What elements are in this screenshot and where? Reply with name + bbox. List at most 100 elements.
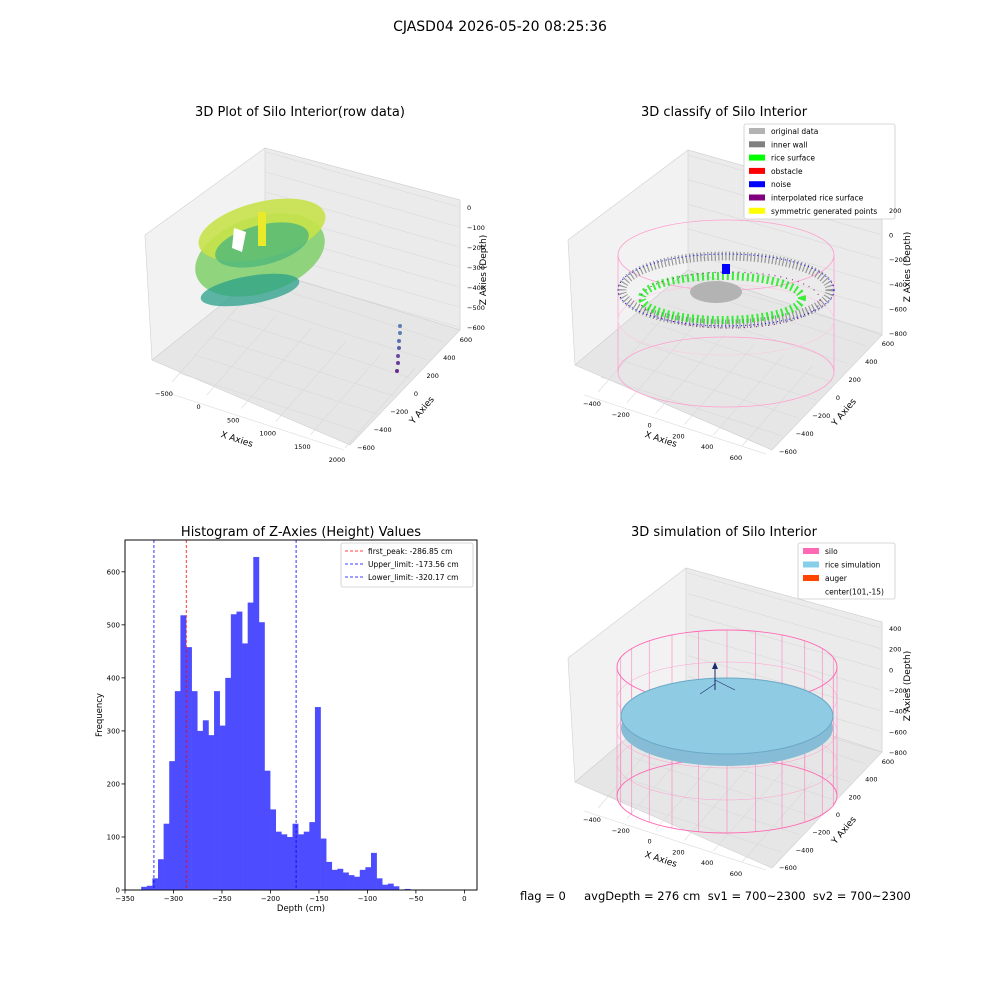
histogram-x-tick-label: −200 bbox=[261, 895, 280, 903]
classify-3d-y-ticks: 600 400 200 0 −200 −400 −600 bbox=[779, 340, 894, 456]
simulation-3d-rice-surface bbox=[621, 678, 833, 754]
classify-3d-legend-label: noise bbox=[771, 180, 791, 189]
classify-3d-y-gridline bbox=[583, 394, 767, 455]
histogram-bar bbox=[370, 852, 377, 890]
histogram-y-tick-label: 400 bbox=[107, 674, 120, 682]
raw-3d-z-tick-label: −600 bbox=[467, 324, 485, 332]
histogram-x-tick-label: −150 bbox=[309, 895, 328, 903]
simulation-3d-z-tick-label: −200 bbox=[889, 687, 907, 695]
raw-3d-y-gridline bbox=[245, 300, 428, 361]
simulation-3d-x-tick-label: 400 bbox=[701, 859, 713, 867]
classify-3d-y-tick-label: 0 bbox=[836, 394, 840, 402]
raw-3d-y-tick-label: 200 bbox=[426, 372, 438, 380]
simulation-3d-z-gridline bbox=[687, 593, 882, 649]
classify-3d-legend-frame bbox=[743, 123, 896, 220]
histogram-frame bbox=[124, 539, 478, 891]
simulation-3d-legend-label: auger bbox=[825, 574, 848, 583]
raw-3d-z-gridline bbox=[265, 171, 460, 228]
histogram-bar bbox=[376, 878, 383, 890]
raw-3d-y-tick-label: −200 bbox=[390, 408, 408, 416]
classify-3d-legend-swatch bbox=[749, 194, 765, 201]
simulation-3d-x-gridline bbox=[741, 781, 813, 863]
classify-3d-z-tick-label: −400 bbox=[889, 281, 907, 289]
simulation-3d-auger-tip bbox=[712, 662, 718, 669]
classify-3d-legend-swatch bbox=[749, 141, 765, 148]
classify-3d-x-tick-label: 0 bbox=[648, 422, 652, 430]
simulation-3d-y-tick-label: 0 bbox=[836, 811, 840, 819]
classify-3d-legend: original data inner wall rice surface obsta… bbox=[743, 123, 896, 220]
histogram-bar bbox=[354, 876, 361, 890]
raw-3d-z-tick-label: −300 bbox=[467, 264, 485, 272]
histogram-bar bbox=[359, 869, 366, 890]
histogram-x-tick-label: −350 bbox=[115, 895, 134, 903]
raw-3d-x-tick-label: 0 bbox=[197, 403, 201, 411]
classify-3d-original-data bbox=[690, 281, 742, 303]
simulation-3d-rice bbox=[620, 677, 834, 766]
raw-3d-rice-cloud bbox=[195, 198, 326, 307]
histogram-bar bbox=[191, 691, 198, 890]
simulation-3d-zlabel: Z Axies (Depth) bbox=[903, 651, 913, 722]
histogram-y-tick-label: 600 bbox=[107, 568, 120, 576]
figure-suptitle: CJASD04 2026-05-20 08:25:36 bbox=[393, 19, 607, 35]
histogram-bar bbox=[202, 720, 209, 890]
histogram-legend-label: Upper_limit: -173.56 cm bbox=[368, 560, 459, 569]
classify-3d-y-gridline bbox=[600, 376, 783, 437]
histogram-y-tick-label: 500 bbox=[107, 621, 120, 629]
histogram-x-tick-label: −50 bbox=[409, 895, 424, 903]
classify-3d-points bbox=[617, 251, 835, 329]
simulation-3d-panel: 3D simulation of Silo Interior silo rice … bbox=[567, 525, 913, 878]
simulation-3d-z-gridline bbox=[687, 634, 882, 691]
classify-3d-z-tick-label: 200 bbox=[889, 207, 901, 215]
raw-3d-outlier-point bbox=[398, 324, 402, 328]
classify-3d-x-tick-label: 400 bbox=[701, 443, 713, 451]
classify-3d-y-tick-label: 600 bbox=[882, 340, 894, 348]
classify-3d-y-tick-label: −600 bbox=[779, 448, 797, 456]
histogram-legend-label: Lower_limit: -320.17 cm bbox=[368, 573, 458, 582]
histogram-bar bbox=[275, 831, 282, 890]
classify-3d-z-ticks: 200 0 −200 −400 −600 −800 bbox=[889, 207, 907, 338]
raw-3d-zlabel: Z Axies (Depth) bbox=[479, 235, 489, 306]
histogram-bar bbox=[314, 707, 321, 890]
status-footer: flag = 0 avgDepth = 276 cm sv1 = 700~230… bbox=[520, 889, 911, 903]
classify-3d-x-gridline bbox=[712, 355, 784, 436]
histogram-bar bbox=[292, 823, 299, 890]
classify-3d-x-gridline bbox=[741, 365, 813, 447]
classify-3d-x-tick-label: −400 bbox=[583, 400, 601, 408]
raw-3d-panes bbox=[144, 147, 461, 446]
histogram-ylabel: Frequency bbox=[95, 693, 105, 737]
classify-3d-legend-label: obstacle bbox=[771, 167, 803, 176]
histogram-bar bbox=[387, 883, 394, 890]
simulation-3d-legend-swatch bbox=[803, 548, 819, 554]
classify-3d-y-gridline bbox=[633, 340, 817, 401]
simulation-3d-auger-arm bbox=[699, 683, 716, 695]
classify-3d-z-tick-label: 0 bbox=[889, 232, 893, 240]
classify-3d-inner-wall bbox=[617, 251, 835, 329]
raw-3d-x-gridline bbox=[310, 354, 381, 435]
simulation-3d-z-gridline bbox=[687, 655, 882, 711]
histogram-bar bbox=[404, 888, 411, 890]
simulation-3d-title: 3D simulation of Silo Interior bbox=[631, 525, 818, 540]
histogram-bar bbox=[208, 735, 215, 890]
histogram-x-ticks: −350 −300 −250 −200 −150 −100 −50 0 bbox=[115, 890, 467, 903]
classify-3d-legend-swatch bbox=[749, 154, 765, 161]
histogram-bar bbox=[382, 884, 389, 890]
histogram-y-tick-label: 0 bbox=[116, 887, 120, 895]
raw-3d-y-gridline bbox=[178, 372, 361, 433]
histogram-title: Histogram of Z-Axies (Height) Values bbox=[181, 525, 421, 540]
classify-3d-z-tick-label: −200 bbox=[889, 256, 907, 264]
classify-3d-x-tick-label: 600 bbox=[730, 454, 742, 462]
simulation-3d-auger bbox=[699, 662, 736, 695]
classify-3d-x-ticks: −400 −200 0 200 400 600 bbox=[583, 400, 742, 462]
simulation-3d-y-tick-label: 400 bbox=[865, 776, 877, 784]
raw-3d-outlier-point bbox=[398, 331, 402, 335]
histogram-vlines bbox=[153, 540, 297, 890]
simulation-3d-ylabel: Y Axies bbox=[830, 815, 859, 847]
simulation-3d-y-gridline bbox=[600, 793, 783, 853]
histogram-bar bbox=[146, 885, 153, 890]
raw-3d-ylabel: Y Axies bbox=[408, 395, 437, 427]
raw-3d-z-tick-label: −200 bbox=[467, 244, 485, 252]
histogram-bar bbox=[326, 861, 333, 890]
histogram-bar bbox=[230, 614, 237, 890]
classify-3d-z-gridline bbox=[687, 228, 882, 285]
simulation-3d-z-tick-label: −800 bbox=[889, 749, 907, 757]
